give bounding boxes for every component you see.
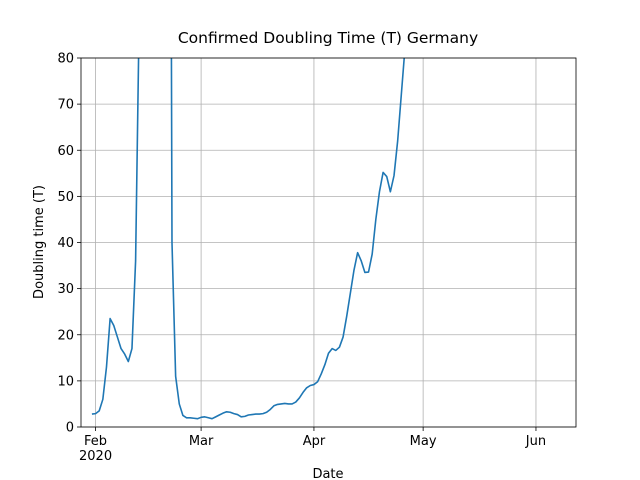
- y-tick-label: 10: [57, 374, 74, 389]
- y-tick-label: 80: [57, 52, 74, 67]
- x-tick-label: Mar: [189, 434, 214, 449]
- y-tick-label: 20: [57, 328, 74, 343]
- y-tick-label: 0: [66, 421, 74, 436]
- y-tick-label: 30: [57, 282, 74, 297]
- y-tick-label: 60: [57, 144, 74, 159]
- x-tick-label: Apr: [303, 434, 326, 449]
- y-tick-label: 50: [57, 190, 74, 205]
- plot-area: [91, 58, 406, 420]
- y-tick-label: 70: [57, 98, 74, 113]
- y-axis-label: Doubling time (T): [32, 185, 47, 299]
- y-tick-label: 40: [57, 236, 74, 251]
- x-tick-label: Jun: [525, 434, 546, 449]
- x-tick-label: May: [410, 434, 437, 449]
- x-axis-label: Date: [312, 467, 343, 480]
- data-line: [91, 58, 406, 420]
- grid-layer: [81, 57, 576, 428]
- x-tick-label: Feb 2020: [79, 434, 112, 464]
- chart-title: Confirmed Doubling Time (T) Germany: [178, 29, 478, 47]
- tick-layer: 0 10 20 30 40 50 60 70 80 Feb 2020 Mar Apr May Jun: [57, 52, 546, 465]
